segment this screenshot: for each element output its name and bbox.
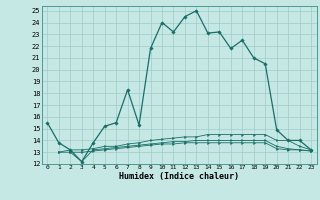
X-axis label: Humidex (Indice chaleur): Humidex (Indice chaleur) xyxy=(119,172,239,181)
